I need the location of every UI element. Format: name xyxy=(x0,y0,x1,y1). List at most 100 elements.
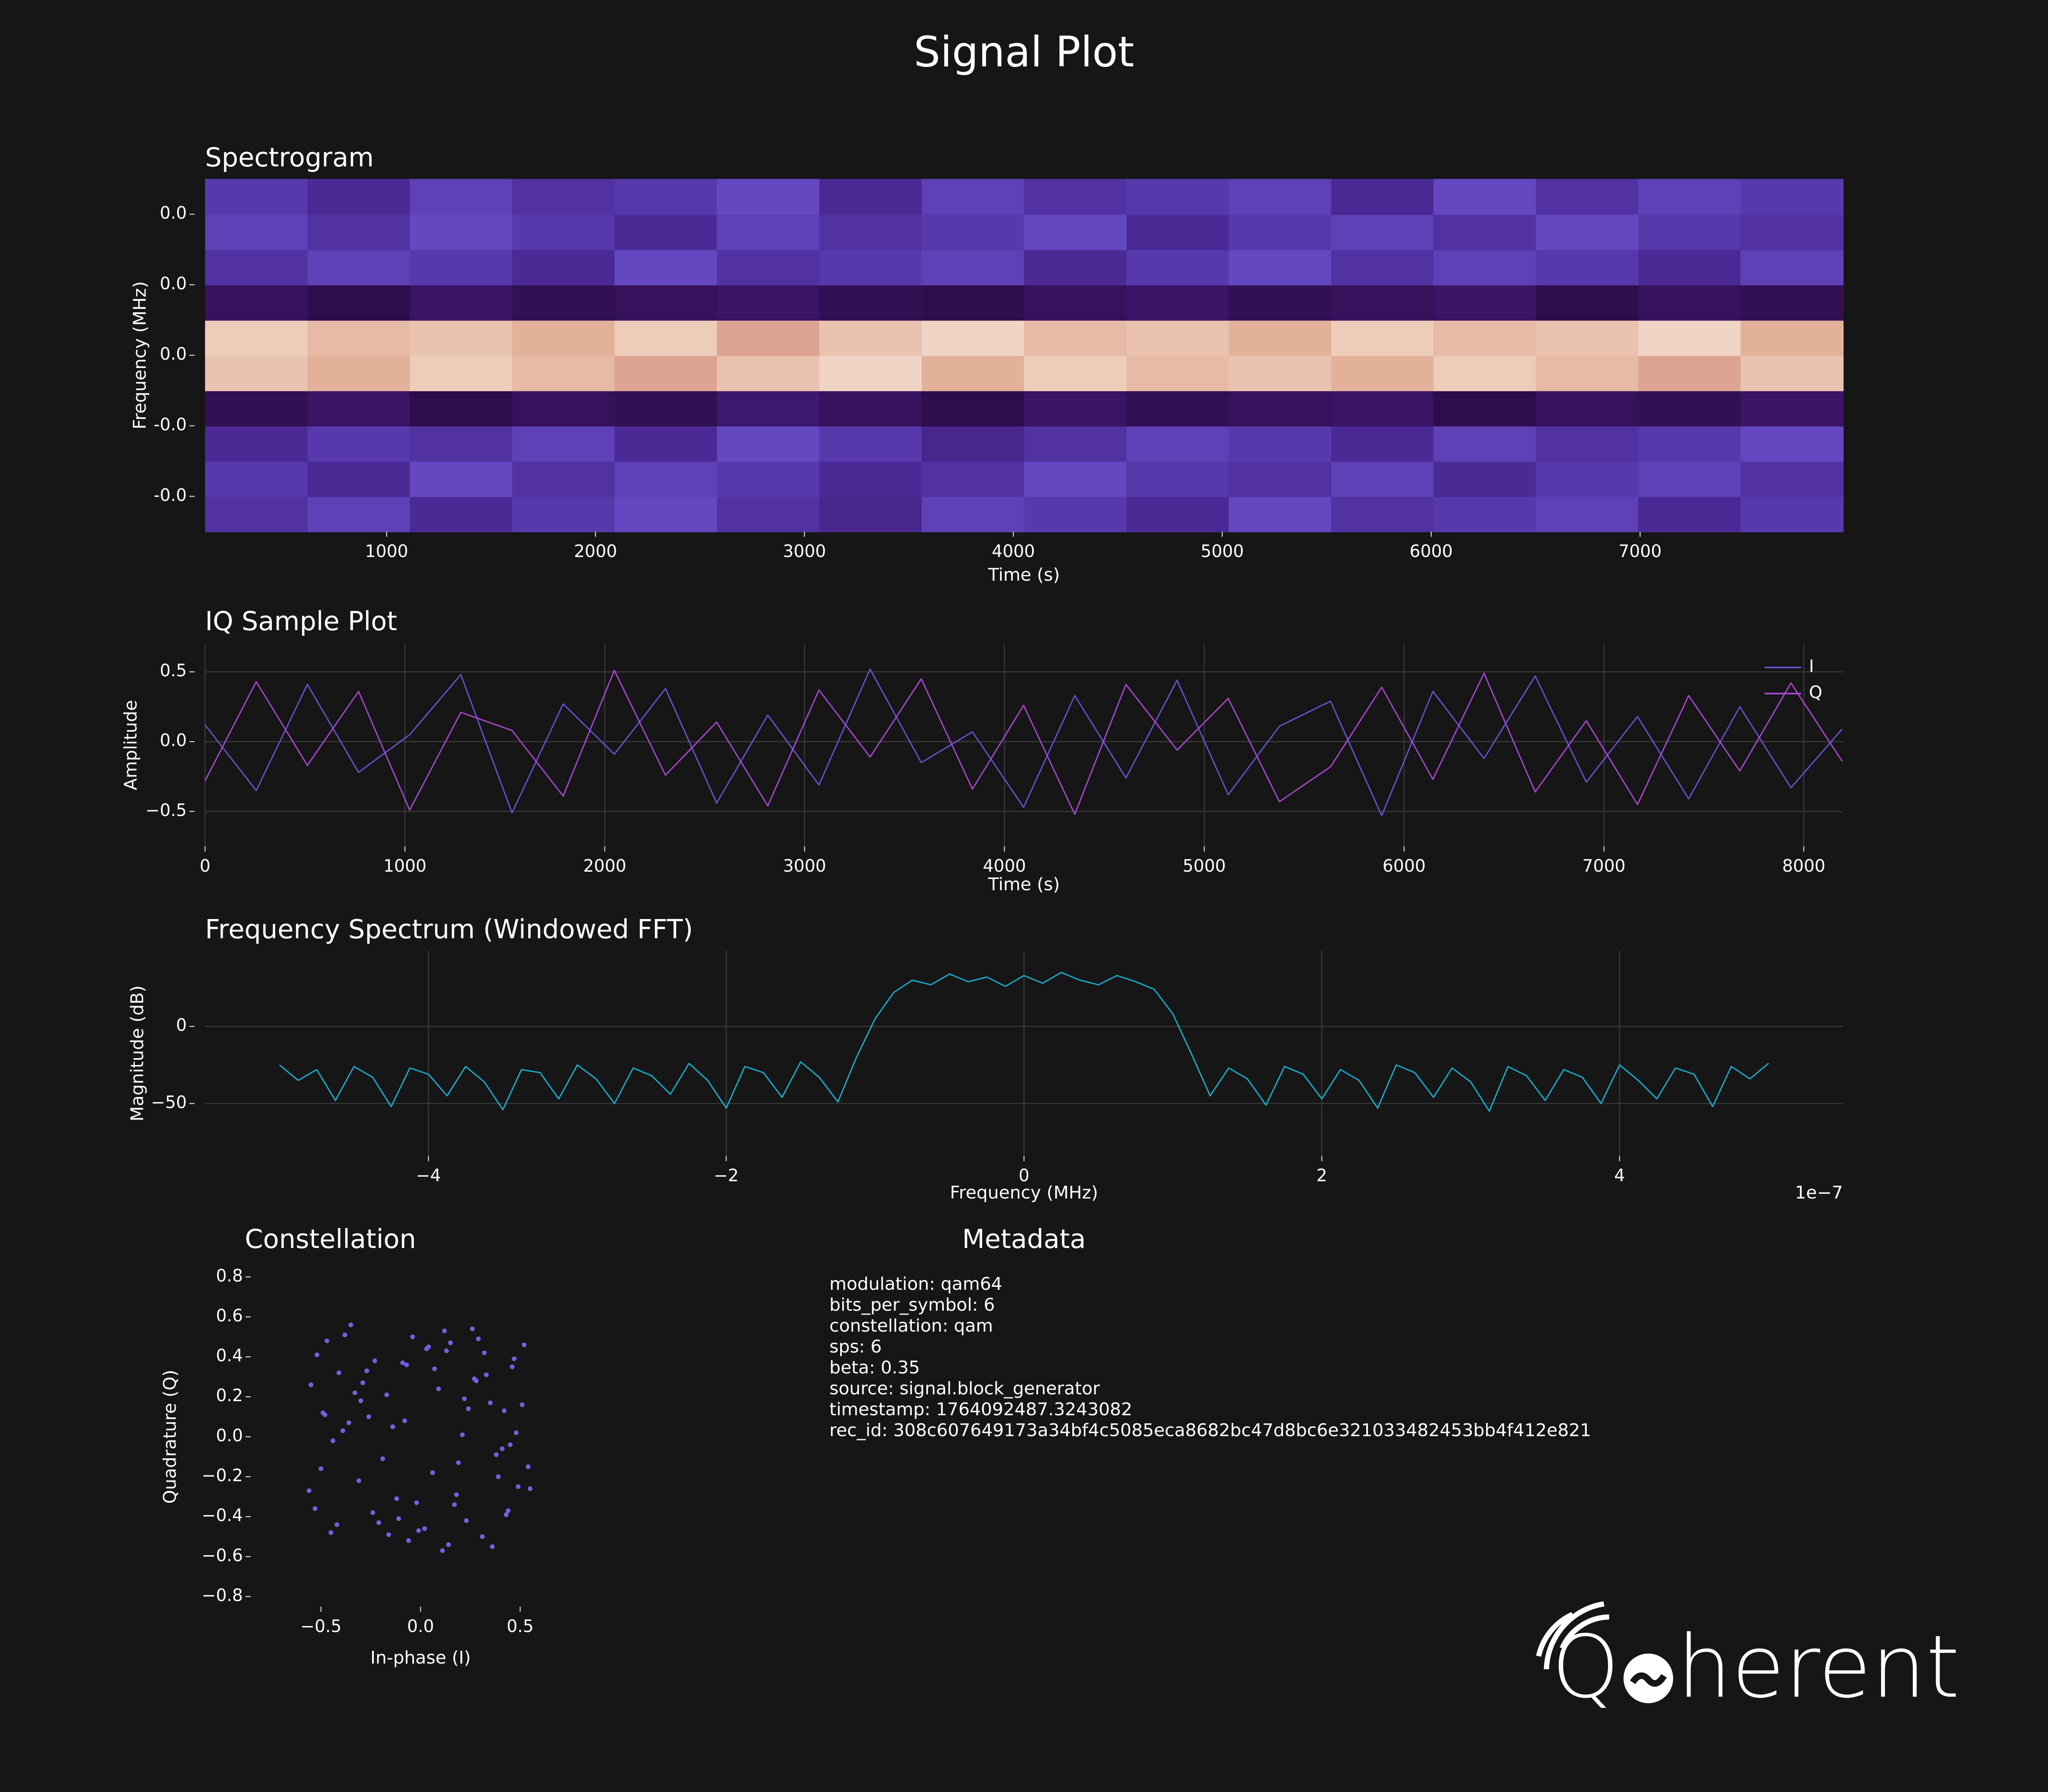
heatmap-cell xyxy=(307,179,410,215)
heatmap-cell xyxy=(1638,390,1741,427)
y-axis-label: Quadrature (Q) xyxy=(160,1370,180,1504)
metadata-line: modulation: qam64 xyxy=(829,1274,1002,1294)
scatter-point xyxy=(527,1486,532,1491)
scatter-point xyxy=(432,1366,437,1371)
heatmap-cell xyxy=(922,496,1025,532)
scatter-point xyxy=(356,1478,361,1483)
scatter-point xyxy=(335,1522,340,1527)
heatmap-cell xyxy=(1024,461,1127,497)
x-tick-label: 5000 xyxy=(1201,541,1244,561)
heatmap-cell xyxy=(307,355,410,391)
scatter-point xyxy=(512,1356,517,1361)
heatmap-cell xyxy=(1228,390,1332,427)
heatmap-cell xyxy=(614,355,718,391)
scatter-point xyxy=(515,1484,521,1489)
heatmap-cell xyxy=(819,249,922,285)
x-tick-label: −2 xyxy=(714,1166,739,1186)
heatmap-cell xyxy=(1228,285,1332,321)
scatter-point xyxy=(464,1518,469,1523)
heatmap-cell xyxy=(307,214,410,250)
heatmap-cell xyxy=(205,285,308,321)
heatmap-cell xyxy=(1024,425,1127,462)
scatter-point xyxy=(446,1542,451,1547)
chart-line: Frequency Spectrum (Windowed FFT) Frequen… xyxy=(127,914,1843,1203)
scatter-point xyxy=(454,1492,459,1497)
metadata-line: beta: 0.35 xyxy=(829,1357,920,1378)
heatmap-cell xyxy=(1126,461,1230,497)
heatmap-cell xyxy=(1024,320,1127,356)
heatmap-cell xyxy=(512,179,615,215)
y-axis-label: Frequency (MHz) xyxy=(130,281,150,429)
metadata-line: bits_per_symbol: 6 xyxy=(829,1295,995,1315)
heatmap-cell xyxy=(1740,320,1844,356)
y-axis-label: Amplitude xyxy=(120,700,141,791)
logo-text: herent xyxy=(1677,1617,1960,1717)
scatter-point xyxy=(402,1418,407,1423)
x-tick-label: 7000 xyxy=(1618,541,1661,561)
scatter-point xyxy=(506,1508,511,1513)
heatmap-cell xyxy=(717,355,820,391)
logo-arc xyxy=(1544,1601,1605,1670)
heatmap-cell xyxy=(512,390,615,427)
legend-label: I xyxy=(1809,657,1814,676)
heatmap-cell xyxy=(307,425,410,462)
heatmap-cell xyxy=(205,425,308,462)
heatmap-cell xyxy=(1638,179,1741,215)
x-axis-label: Frequency (MHz) xyxy=(950,1182,1098,1203)
scatter-point xyxy=(370,1510,375,1515)
heatmap-cell xyxy=(717,461,820,497)
heatmap-cell xyxy=(819,425,922,462)
y-tick-label: −0.6 xyxy=(202,1546,243,1565)
scatter-point xyxy=(488,1400,493,1405)
scatter-point xyxy=(342,1332,347,1338)
heatmap-cell xyxy=(819,461,922,497)
chart-line: IQ Sample Plot Time (s) Amplitude 0 1000 2000… xyxy=(120,606,1843,895)
heatmap-cell xyxy=(922,179,1025,215)
y-tick-label: 0.0 xyxy=(160,731,186,751)
heatmap-cell xyxy=(1228,320,1332,356)
heatmap-cell xyxy=(1228,496,1332,532)
heatmap-cell xyxy=(1638,425,1741,462)
y-tick-label: -0.0 xyxy=(154,486,187,505)
x-tick-label: 5000 xyxy=(1183,856,1226,876)
heatmap-cell xyxy=(1024,214,1127,250)
scatter-point xyxy=(500,1446,505,1451)
heatmap-cell xyxy=(1126,214,1230,250)
heatmap-cell xyxy=(922,461,1025,497)
heatmap-cell xyxy=(1126,355,1230,391)
scatter-point xyxy=(470,1327,475,1332)
heatmap-cell xyxy=(1536,425,1639,462)
heatmap-cell xyxy=(1331,496,1434,532)
y-tick-label: -0.0 xyxy=(154,415,187,434)
heatmap-cell xyxy=(1024,355,1127,391)
heatmap-cell xyxy=(819,214,922,250)
x-tick-label: 0 xyxy=(200,856,210,876)
heatmap-cell xyxy=(1638,461,1741,497)
scatter-point xyxy=(436,1386,441,1391)
scatter-point xyxy=(394,1496,399,1501)
heatmap-cell xyxy=(410,390,513,427)
heatmap-cell xyxy=(1433,285,1537,321)
scatter-point xyxy=(521,1342,527,1347)
y-tick-label: 0.0 xyxy=(160,344,186,364)
heatmap-cell xyxy=(512,425,615,462)
heatmap-cell xyxy=(410,496,513,532)
logo-arc xyxy=(1559,1614,1609,1649)
scatter-point xyxy=(503,1512,509,1517)
scatter-point xyxy=(514,1430,519,1435)
heatmap-cell xyxy=(1638,285,1741,321)
heatmap-cell xyxy=(1740,214,1844,250)
scatter-point xyxy=(390,1424,395,1429)
heatmap-cell xyxy=(717,179,820,215)
x-axis-label: Time (s) xyxy=(988,564,1060,585)
heatmap-cell xyxy=(922,425,1025,462)
y-tick-label: 0 xyxy=(176,1015,186,1035)
heatmap-cell xyxy=(614,285,718,321)
x-tick-label: 3000 xyxy=(783,541,826,561)
heatmap-cell xyxy=(1638,355,1741,391)
scatter-point xyxy=(426,1344,431,1350)
heatmap-cell xyxy=(1331,355,1434,391)
scatter-point xyxy=(416,1528,421,1533)
x-tick-label: 2000 xyxy=(574,541,617,561)
